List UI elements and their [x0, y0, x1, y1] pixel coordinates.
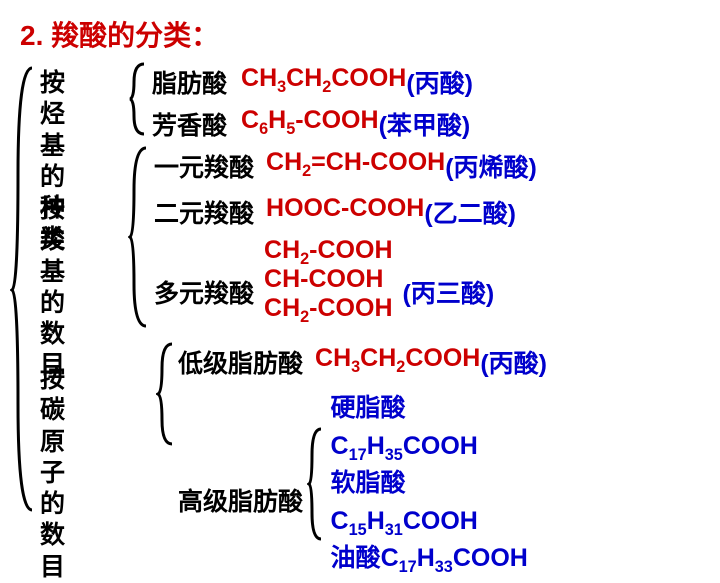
formula: HOOC-COOH — [266, 194, 424, 223]
label-line1: 按烃基 — [40, 68, 65, 162]
sub-higher: 高级脂肪酸 — [178, 482, 303, 518]
brace-icon — [307, 425, 325, 543]
label-line1: 按羧基 — [40, 194, 65, 288]
compound-name: (丙烯酸) — [445, 148, 537, 184]
label-line2: 的数目 — [40, 489, 65, 583]
acid-name: 硬脂酸 — [331, 394, 406, 422]
sub-mono: 一元羧酸 — [154, 148, 254, 184]
formula: CH3CH2COOH — [315, 344, 480, 373]
category-label: 按碳原子 的数目 — [40, 364, 65, 583]
compound-name: (乙二酸) — [424, 194, 516, 230]
sub-lower: 低级脂肪酸 — [178, 344, 303, 380]
compound-name: (丙酸) — [480, 344, 547, 380]
sub-di: 二元羧酸 — [154, 194, 254, 230]
formula: C6H5-COOH — [241, 106, 379, 135]
category-label: 按羧基 的数目 — [40, 194, 65, 382]
compound-name: (丙三酸) — [403, 274, 495, 310]
formula-multi: CH2-COOH CH-COOH CH2-COOH — [264, 236, 392, 322]
formula: CH3CH2COOH — [241, 64, 406, 93]
compound-name: (丙酸) — [406, 64, 473, 100]
acid-name: 油酸 — [331, 544, 381, 572]
formula: CH2=CH-COOH — [266, 148, 445, 177]
compound-name: (苯甲酸) — [379, 106, 471, 142]
brace-icon — [156, 340, 176, 448]
brace-icon — [128, 62, 148, 136]
outer-brace-icon — [10, 64, 36, 514]
acid-name: 软脂酸 — [331, 469, 406, 497]
higher-fatty-list: 硬脂酸C17H35COOH 软脂酸C15H31COOH 油酸C17H33COOH — [331, 390, 547, 578]
sub-poly: 多元羧酸 — [154, 274, 254, 310]
brace-icon — [128, 144, 150, 330]
label-line1: 按碳原子 — [40, 364, 65, 489]
sub-fatty: 脂肪酸 — [152, 64, 227, 100]
sub-aromatic: 芳香酸 — [152, 106, 227, 142]
page-title: 2. 羧酸的分类： — [20, 14, 219, 54]
